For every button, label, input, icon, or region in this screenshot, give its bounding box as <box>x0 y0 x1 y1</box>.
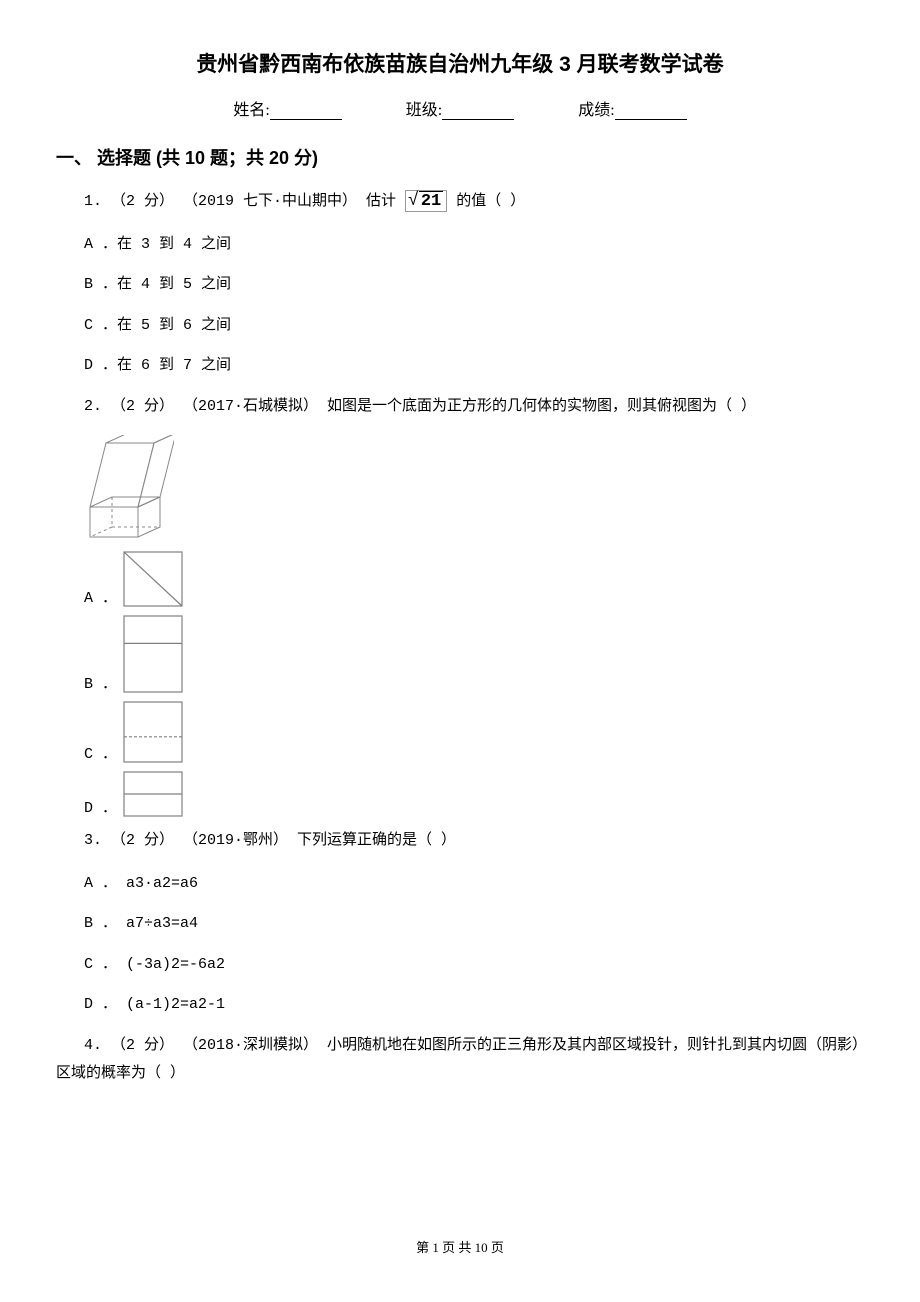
q3-option-c: C ． (-3a)2=-6a2 <box>84 951 864 980</box>
prism-icon <box>84 435 174 545</box>
score-label: 成绩: <box>578 96 614 120</box>
q3-option-d: D ． (a-1)2=a2-1 <box>84 991 864 1020</box>
q1-option-b: B ．在 4 到 5 之间 <box>84 271 864 300</box>
q1-stem-pre: 1. （2 分） （2019 七下·中山期中） 估计 <box>84 193 405 210</box>
page-footer: 第 1 页 共 10 页 <box>0 1237 920 1256</box>
rect-split-icon <box>123 615 183 693</box>
square-diagonal-icon <box>123 551 183 607</box>
q4-stem: 4. （2 分） （2018·深圳模拟） 小明随机地在如图所示的正三角形及其内部… <box>56 1032 864 1089</box>
section-number: 一、 <box>56 148 92 168</box>
class-label: 班级: <box>406 96 442 120</box>
q4-stem-text: 4. （2 分） （2018·深圳模拟） 小明随机地在如图所示的正三角形及其内部… <box>56 1032 864 1089</box>
q2-label-d: D ． <box>84 796 117 817</box>
section-heading: 一、 选择题 (共 10 题；共 20 分) <box>56 144 864 170</box>
sqrt-arg: 21 <box>419 191 443 211</box>
q2-option-d: D ． <box>84 771 864 817</box>
exam-title: 贵州省黔西南布依族苗族自治州九年级 3 月联考数学试卷 <box>56 48 864 78</box>
q2-option-a: A ． <box>84 551 864 607</box>
q1-option-d: D ．在 6 到 7 之间 <box>84 352 864 381</box>
q1-stem-post: 的值（ ） <box>456 193 525 210</box>
q1-option-a: A ．在 3 到 4 之间 <box>84 231 864 260</box>
q2-option-b: B ． <box>84 615 864 693</box>
q2-label-b: B ． <box>84 672 117 693</box>
score-blank[interactable] <box>615 102 687 120</box>
name-blank[interactable] <box>270 102 342 120</box>
q1-option-c: C ．在 5 到 6 之间 <box>84 312 864 341</box>
section-title: 选择题 (共 10 题；共 20 分) <box>97 148 318 168</box>
rect-half-split-icon <box>123 771 183 817</box>
q3-option-a: A ． a3·a2=a6 <box>84 870 864 899</box>
rect-dashed-split-icon <box>123 701 183 763</box>
info-line: 姓名: 班级: 成绩: <box>56 96 864 120</box>
q2-label-c: C ． <box>84 742 117 763</box>
q2-solid-figure <box>84 435 864 545</box>
q3-stem: 3. （2 分） （2019·鄂州） 下列运算正确的是（ ） <box>84 827 864 856</box>
q3-option-b: B ． a7÷a3=a4 <box>84 910 864 939</box>
sqrt-icon: √21 <box>405 190 447 212</box>
q2-label-a: A ． <box>84 586 117 607</box>
q2-option-c: C ． <box>84 701 864 763</box>
q1-stem: 1. （2 分） （2019 七下·中山期中） 估计 √21 的值（ ） <box>84 188 864 217</box>
q2-stem: 2. （2 分） （2017·石城模拟） 如图是一个底面为正方形的几何体的实物图… <box>84 393 864 422</box>
name-label: 姓名: <box>233 96 269 120</box>
class-blank[interactable] <box>442 102 514 120</box>
